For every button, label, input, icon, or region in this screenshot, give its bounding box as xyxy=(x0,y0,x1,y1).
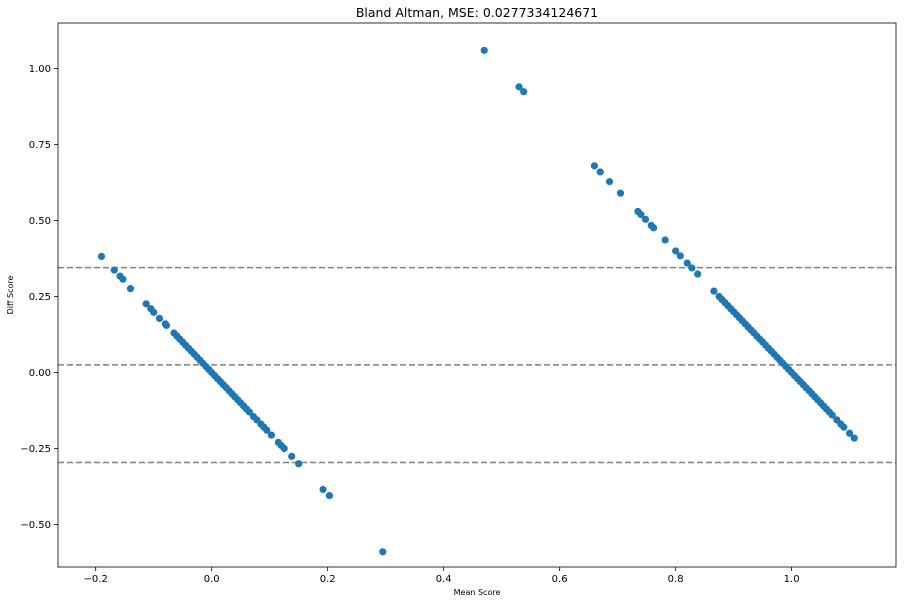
data-point xyxy=(641,215,650,223)
data-point xyxy=(480,46,488,54)
y-axis: −0.50 −0.25 0.00 0.25 0.50 0.75 1.00 xyxy=(20,64,58,531)
data-point xyxy=(162,321,171,329)
data-point xyxy=(840,423,848,431)
data-point xyxy=(683,259,691,267)
data-point xyxy=(119,275,127,283)
data-point xyxy=(616,189,625,197)
y-tick-label: −0.50 xyxy=(20,520,51,531)
data-point xyxy=(694,270,702,278)
data-point xyxy=(710,287,718,295)
data-point xyxy=(288,452,296,460)
data-point xyxy=(263,426,271,434)
y-tick-label: 0.00 xyxy=(29,368,51,379)
data-point xyxy=(515,83,523,91)
data-point xyxy=(280,444,288,453)
x-axis-label: Mean Score xyxy=(454,588,501,597)
data-point xyxy=(520,88,528,96)
data-point xyxy=(150,308,158,316)
data-point xyxy=(110,266,118,274)
data-point xyxy=(676,252,684,260)
data-point xyxy=(661,236,669,244)
data-point xyxy=(319,485,327,494)
data-point xyxy=(649,224,658,232)
data-point xyxy=(672,247,680,255)
x-tick-label: 1.0 xyxy=(784,574,800,585)
x-tick-label: 0.4 xyxy=(436,574,452,585)
data-point xyxy=(688,264,696,272)
x-tick-label: 0.6 xyxy=(552,574,568,585)
data-point xyxy=(846,429,854,437)
data-point xyxy=(295,460,303,468)
data-point xyxy=(590,162,599,170)
data-point xyxy=(637,210,645,219)
y-axis-label: Diff Score xyxy=(6,276,15,315)
data-point xyxy=(379,548,387,556)
data-point xyxy=(126,285,135,293)
data-point xyxy=(267,431,276,439)
data-point xyxy=(97,252,106,261)
y-tick-label: 0.75 xyxy=(29,140,51,151)
x-tick-label: −0.2 xyxy=(84,574,108,585)
data-point xyxy=(325,491,334,500)
data-point xyxy=(155,314,164,323)
x-tick-label: 0.0 xyxy=(204,574,220,585)
data-point xyxy=(142,300,150,308)
data-point xyxy=(828,411,836,419)
data-point xyxy=(596,168,604,176)
y-tick-label: 0.25 xyxy=(29,292,51,303)
y-tick-label: 0.50 xyxy=(29,216,51,227)
x-tick-label: 0.2 xyxy=(320,574,336,585)
y-tick-label: 1.00 xyxy=(29,64,51,75)
x-axis: −0.2 0.0 0.2 0.4 0.6 0.8 1.0 xyxy=(84,567,800,585)
chart-title: Bland Altman, MSE: 0.0277334124671 xyxy=(356,5,598,20)
reference-lines xyxy=(58,266,896,464)
data-point xyxy=(850,434,858,442)
x-tick-label: 0.8 xyxy=(668,574,684,585)
plot-frame xyxy=(57,22,897,568)
data-point xyxy=(605,178,614,186)
data-points xyxy=(97,46,858,556)
y-tick-label: −0.25 xyxy=(20,444,51,455)
